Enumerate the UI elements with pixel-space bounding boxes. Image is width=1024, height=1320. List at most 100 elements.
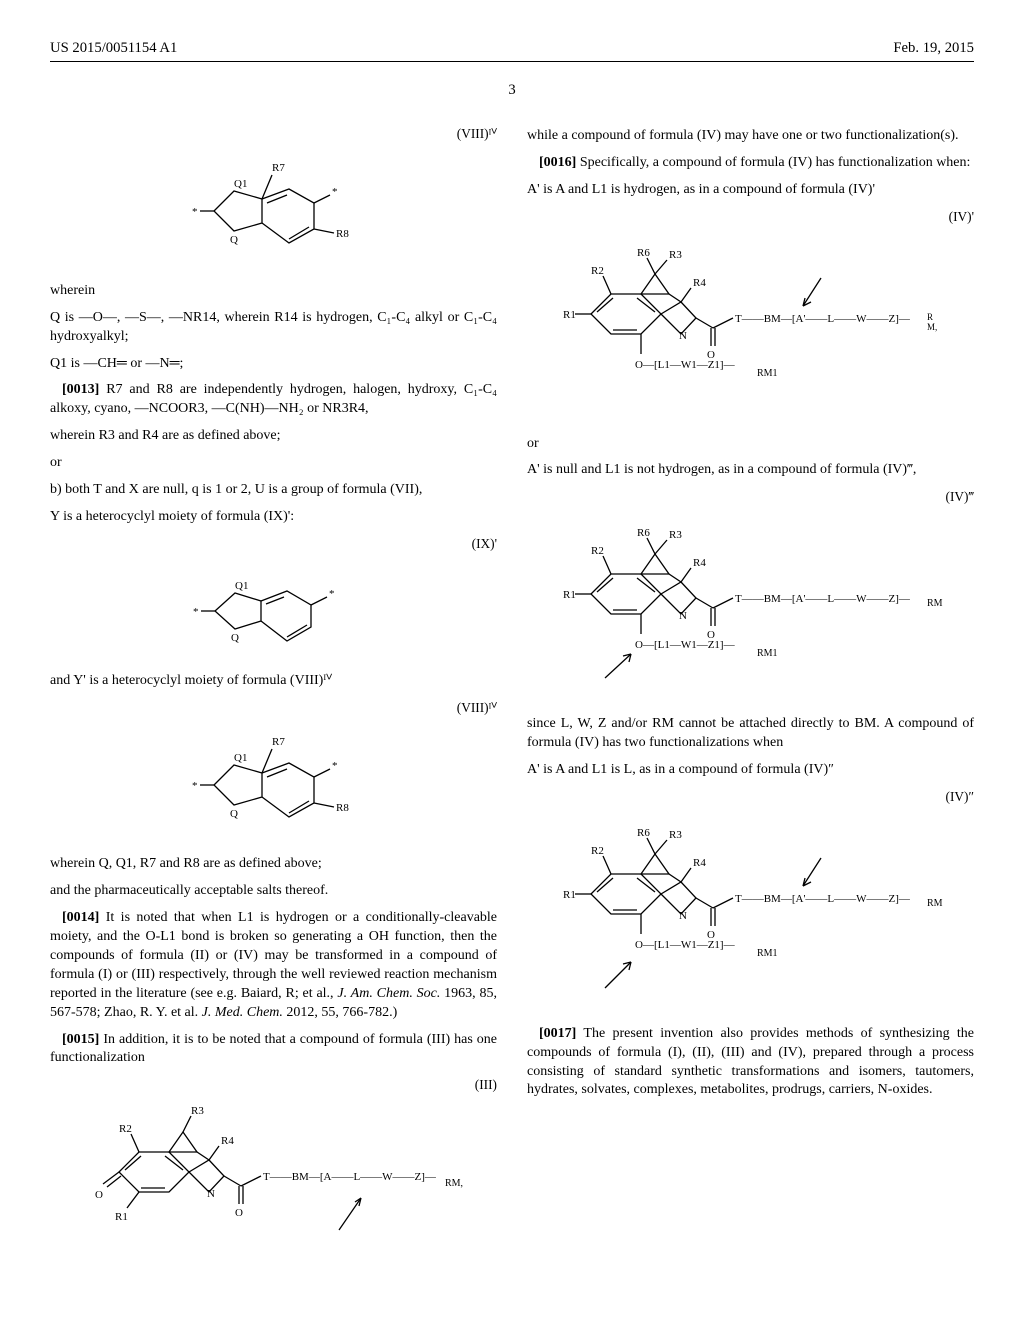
para-0015: [0015] In addition, it is to be noted th…: [50, 1031, 497, 1069]
structure-iii: O R2 R1 R3 R4 N O T——BM—[A——L——W——Z]— RM…: [50, 1102, 497, 1259]
ivp-chain: T——BM—[A'——L——W——Z]—: [735, 313, 911, 325]
salts-text: and the pharmaceutically acceptable salt…: [50, 882, 497, 901]
para-0013-text: R7 and R8 are independently hydrogen, ha…: [50, 382, 497, 416]
wherein2-text: wherein Q, Q1, R7 and R8 are as defined …: [50, 855, 497, 874]
para-num-0014: [0014]: [62, 910, 99, 925]
formula-label-iv-prime: (IV)': [527, 208, 974, 226]
para-0016: [0016] Specifically, a compound of formu…: [527, 154, 974, 173]
iii-n: N: [207, 1188, 215, 1200]
ivp-r: R: [927, 312, 933, 322]
ivp-r4: R4: [693, 277, 706, 289]
para-0016-text: Specifically, a compound of formula (IV)…: [580, 155, 971, 170]
structure-iv-double: R1 R2 R6 R3 R4 N O T——BM—[A'——L——W——Z]— …: [527, 814, 974, 1011]
or-text: or: [50, 454, 497, 473]
r3r4-definition: wherein R3 and R4 are as defined above;: [50, 427, 497, 446]
star-left: *: [192, 206, 198, 218]
ivt-r3: R3: [669, 529, 682, 541]
wherein-text: wherein: [50, 282, 497, 301]
formula-label-iv-triple: (IV)‴: [527, 488, 974, 506]
right-column: while a compound of formula (IV) may hav…: [527, 119, 974, 1273]
star-right: *: [332, 186, 338, 198]
y-clause: Y is a heterocyclyl moiety of formula (I…: [50, 508, 497, 527]
ivp-r6: R6: [637, 247, 650, 259]
ivp-ochain: O—[L1—W1—Z1]—: [635, 359, 736, 371]
ivp-r3: R3: [669, 249, 682, 261]
case3-text: A' is A and L1 is L, as in a compound of…: [527, 761, 974, 780]
ivp-rm1: RM1: [757, 368, 778, 379]
structure-iv-triple: R1 R2 R6 R3 R4 N O T——BM—[A'——L——W——Z]— …: [527, 514, 974, 701]
intro-iv: while a compound of formula (IV) may hav…: [527, 127, 974, 146]
ivt-rm1: RM1: [757, 648, 778, 659]
structure-viii-iv-2: Q1 Q R7 R8 * *: [50, 725, 497, 842]
case2-text: A' is null and L1 is not hydrogen, as in…: [527, 461, 974, 480]
label-q-2: Q: [230, 808, 238, 820]
ivd-ochain: O—[L1—W1—Z1]—: [635, 939, 736, 951]
ivt-r6: R6: [637, 527, 650, 539]
star-right-2: *: [332, 760, 338, 772]
para-0013: [0013] R7 and R8 are independently hydro…: [50, 381, 497, 419]
para-0015-text: In addition, it is to be noted that a co…: [50, 1032, 497, 1066]
publication-date: Feb. 19, 2015: [893, 40, 974, 57]
label-q1: Q1: [234, 178, 247, 190]
label-q-ix: Q: [231, 632, 239, 644]
para-num-0013: [0013]: [62, 382, 99, 397]
structure-ix: Q1 Q * *: [50, 561, 497, 658]
label-q: Q: [230, 234, 238, 246]
structure-iv-prime: R1 R2 R6 R3 R4 N O T——BM—[A'——L——W——Z]— …: [527, 234, 974, 421]
label-r8-2: R8: [336, 802, 349, 814]
star-ix-right: *: [329, 588, 335, 600]
q-definition: Q is —O—, —S—, —NR14, wherein R14 is hyd…: [50, 309, 497, 347]
iii-o2: O: [235, 1207, 243, 1219]
ivp-r1: R1: [563, 309, 576, 321]
left-column: (VIII)ᴵⱽ Q1: [50, 119, 497, 1273]
para-num-0015: [0015]: [62, 1032, 99, 1047]
ivt-rm: RM: [927, 598, 943, 609]
formula-label-viii-iv-2: (VIII)ᴵⱽ: [50, 699, 497, 717]
ivt-r1: R1: [563, 589, 576, 601]
yprime-clause: and Y' is a heterocyclyl moiety of formu…: [50, 672, 497, 691]
label-r7-2: R7: [272, 736, 285, 748]
ivt-n: N: [679, 610, 687, 622]
patent-number: US 2015/0051154 A1: [50, 40, 177, 57]
ivt-ochain: O—[L1—W1—Z1]—: [635, 639, 736, 651]
iii-r2: R2: [119, 1123, 132, 1135]
ivd-chain: T——BM—[A'——L——W——Z]—: [735, 893, 911, 905]
since-text: since L, W, Z and/or RM cannot be attach…: [527, 715, 974, 753]
para-0014-text: It is noted that when L1 is hydrogen or …: [50, 910, 497, 1019]
star-ix-left: *: [193, 606, 199, 618]
two-column-layout: (VIII)ᴵⱽ Q1: [50, 119, 974, 1273]
iii-chain: T——BM—[A——L——W——Z]—: [263, 1171, 437, 1183]
label-r7: R7: [272, 162, 285, 174]
formula-label-viii-iv: (VIII)ᴵⱽ: [50, 125, 497, 143]
para-0017-text: The present invention also provides meth…: [527, 1026, 974, 1098]
formula-label-ix: (IX)': [50, 535, 497, 553]
page-header: US 2015/0051154 A1 Feb. 19, 2015: [50, 40, 974, 57]
formula-label-iv-double: (IV)″: [527, 788, 974, 806]
label-q1-ix: Q1: [235, 580, 248, 592]
para-num-0017: [0017]: [539, 1026, 576, 1041]
ivp-m: M,: [927, 322, 937, 332]
b-clause: b) both T and X are null, q is 1 or 2, U…: [50, 481, 497, 500]
ivt-r2: R2: [591, 545, 604, 557]
label-q1-2: Q1: [234, 752, 247, 764]
ivd-r3: R3: [669, 829, 682, 841]
para-0014: [0014] It is noted that when L1 is hydro…: [50, 909, 497, 1022]
ivd-r6: R6: [637, 827, 650, 839]
ivt-r4: R4: [693, 557, 706, 569]
ivp-n: N: [679, 330, 687, 342]
ivd-n: N: [679, 910, 687, 922]
header-divider: [50, 61, 974, 62]
or2-text: or: [527, 435, 974, 454]
iii-r3: R3: [191, 1105, 204, 1117]
label-r8: R8: [336, 228, 349, 240]
ivd-r4: R4: [693, 857, 706, 869]
formula-label-iii: (III): [50, 1076, 497, 1094]
ivd-r2: R2: [591, 845, 604, 857]
para-num-0016: [0016]: [539, 155, 576, 170]
ivd-rm1: RM1: [757, 948, 778, 959]
page-number: 3: [50, 82, 974, 99]
iii-r1: R1: [115, 1211, 128, 1223]
ivd-r1: R1: [563, 889, 576, 901]
iii-o: O: [95, 1189, 103, 1201]
q1-definition: Q1 is —CH═ or —N═;: [50, 355, 497, 374]
